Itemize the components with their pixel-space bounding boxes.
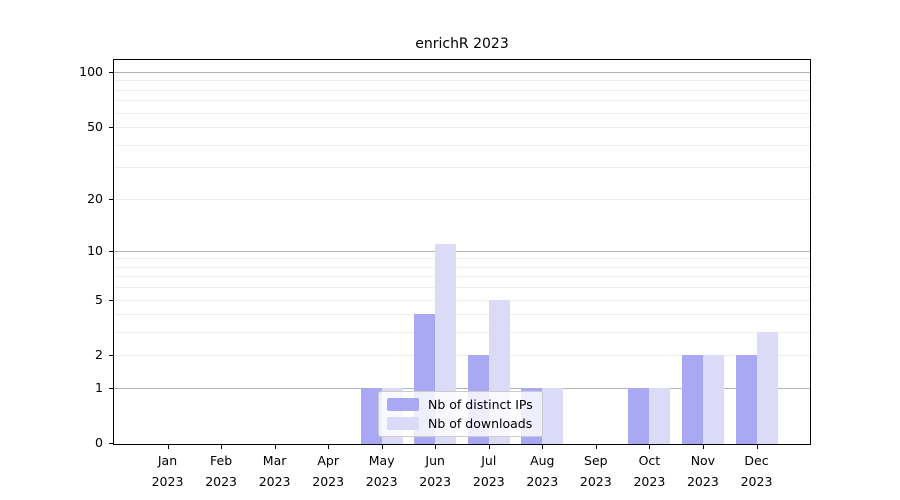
y-tick-10 — [109, 250, 113, 252]
minor-gridline-3 — [114, 332, 810, 334]
legend: Nb of distinct IPs Nb of downloads — [378, 391, 543, 437]
x-tick-apr-2023 — [328, 445, 330, 449]
x-tick-label-jun-2023: Jun 2023 — [419, 453, 452, 489]
x-tick-label-sep-2023: Sep 2023 — [579, 453, 612, 489]
x-tick-feb-2023 — [221, 445, 223, 449]
x-tick-aug-2023 — [542, 445, 544, 449]
minor-gridline-30 — [114, 167, 810, 169]
x-tick-jan-2023 — [167, 445, 169, 449]
x-tick-jul-2023 — [488, 445, 490, 449]
chart-title: enrichR 2023 — [415, 36, 509, 52]
x-tick-label-nov-2023: Nov 2023 — [686, 453, 719, 489]
x-tick-sep-2023 — [595, 445, 597, 449]
x-tick-label-jan-2023: Jan 2023 — [151, 453, 184, 489]
minor-gridline-50 — [114, 127, 810, 128]
y-tick-label-0: 0 — [95, 435, 103, 450]
bar-nov-2023-downloads — [702, 355, 724, 444]
y-tick-label-1: 1 — [95, 380, 103, 396]
minor-gridline-2 — [114, 355, 810, 357]
minor-gridline-8 — [114, 266, 810, 268]
minor-gridline-80 — [114, 89, 810, 91]
x-tick-label-aug-2023: Aug 2023 — [526, 453, 559, 489]
major-gridline-100 — [114, 71, 810, 73]
y-tick-label-2: 2 — [95, 347, 103, 363]
bar-dec-2023-distinct-ips — [735, 355, 757, 444]
bar-aug-2023-downloads — [542, 388, 564, 444]
y-tick-2 — [109, 355, 113, 357]
minor-gridline-70 — [114, 100, 810, 102]
x-tick-nov-2023 — [702, 445, 704, 449]
x-tick-oct-2023 — [649, 445, 651, 449]
y-tick-1 — [109, 388, 113, 390]
x-tick-label-oct-2023: Oct 2023 — [633, 453, 666, 489]
minor-gridline-90 — [114, 80, 810, 82]
x-tick-label-jul-2023: Jul 2023 — [472, 453, 505, 489]
legend-swatch-distinct-ips — [387, 398, 419, 411]
x-tick-label-may-2023: May 2023 — [365, 453, 398, 489]
bar-may-2023-distinct-ips — [360, 388, 382, 444]
bar-oct-2023-distinct-ips — [628, 388, 650, 444]
y-tick-5 — [109, 299, 113, 301]
x-tick-label-apr-2023: Apr 2023 — [312, 453, 345, 489]
x-tick-dec-2023 — [756, 445, 758, 449]
legend-item-distinct-ips: Nb of distinct IPs — [387, 397, 533, 412]
x-tick-jun-2023 — [435, 445, 437, 449]
legend-label-downloads: Nb of downloads — [428, 416, 533, 431]
minor-gridline-4 — [114, 314, 810, 316]
bar-dec-2023-downloads — [756, 332, 778, 444]
y-tick-50 — [109, 127, 113, 128]
minor-gridline-60 — [114, 112, 810, 114]
y-tick-label-20: 20 — [87, 190, 103, 206]
x-tick-may-2023 — [381, 445, 383, 449]
y-tick-label-5: 5 — [95, 291, 103, 307]
y-tick-100 — [109, 71, 113, 73]
major-gridline-1 — [114, 388, 810, 390]
x-tick-label-dec-2023: Dec 2023 — [740, 453, 773, 489]
y-tick-label-10: 10 — [87, 242, 103, 258]
minor-gridline-6 — [114, 287, 810, 289]
legend-item-downloads: Nb of downloads — [387, 416, 533, 431]
x-tick-mar-2023 — [274, 445, 276, 449]
x-tick-label-mar-2023: Mar 2023 — [258, 453, 291, 489]
legend-swatch-downloads — [387, 417, 419, 430]
minor-gridline-20 — [114, 198, 810, 200]
y-tick-label-100: 100 — [79, 63, 103, 79]
minor-gridline-5 — [114, 299, 810, 301]
legend-label-distinct-ips: Nb of distinct IPs — [428, 397, 533, 412]
y-tick-label-50: 50 — [87, 119, 103, 134]
minor-gridline-40 — [114, 144, 810, 146]
minor-gridline-9 — [114, 258, 810, 260]
plot-area: Nb of distinct IPs Nb of downloads — [109, 59, 811, 449]
major-gridline-10 — [114, 250, 810, 252]
bar-oct-2023-downloads — [649, 388, 671, 444]
bar-nov-2023-distinct-ips — [681, 355, 703, 444]
y-tick-0 — [109, 443, 113, 444]
y-tick-20 — [109, 198, 113, 200]
minor-gridline-7 — [114, 276, 810, 278]
x-tick-label-feb-2023: Feb 2023 — [205, 453, 237, 489]
